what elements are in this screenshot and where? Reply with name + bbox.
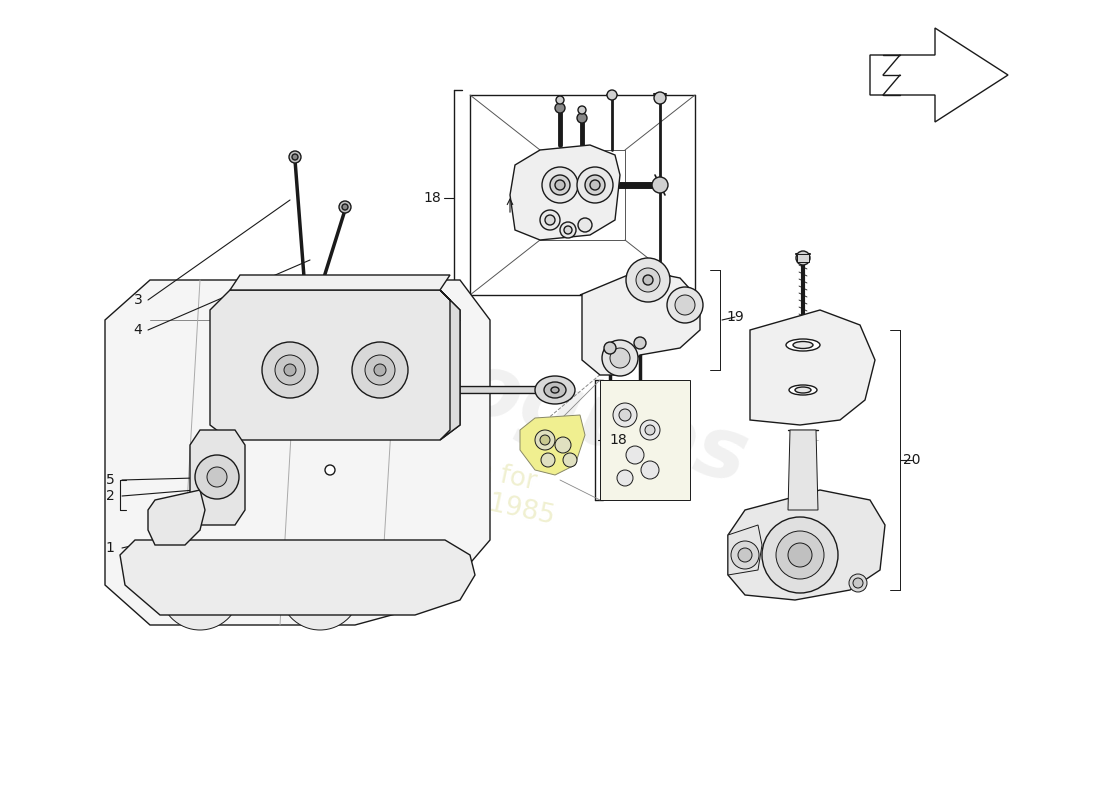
Circle shape	[640, 420, 660, 440]
Polygon shape	[520, 415, 585, 475]
Polygon shape	[788, 430, 818, 510]
Polygon shape	[580, 270, 700, 375]
Circle shape	[275, 355, 305, 385]
Polygon shape	[120, 540, 475, 615]
Circle shape	[342, 204, 348, 210]
Circle shape	[544, 215, 556, 225]
Circle shape	[626, 446, 644, 464]
Circle shape	[207, 467, 227, 487]
Circle shape	[626, 258, 670, 302]
Circle shape	[634, 337, 646, 349]
Circle shape	[652, 177, 668, 193]
Circle shape	[645, 425, 654, 435]
Circle shape	[578, 167, 613, 203]
Circle shape	[610, 348, 630, 368]
Circle shape	[644, 275, 653, 285]
Polygon shape	[600, 380, 690, 500]
Circle shape	[738, 548, 752, 562]
Circle shape	[374, 364, 386, 376]
Circle shape	[585, 175, 605, 195]
Polygon shape	[440, 290, 460, 440]
Circle shape	[160, 550, 240, 630]
Text: 1: 1	[106, 541, 114, 555]
Circle shape	[560, 222, 576, 238]
Circle shape	[849, 574, 867, 592]
Circle shape	[604, 342, 616, 354]
Polygon shape	[104, 280, 490, 625]
Circle shape	[550, 175, 570, 195]
Text: 4: 4	[133, 323, 142, 337]
Text: 2: 2	[106, 489, 114, 503]
Circle shape	[852, 578, 864, 588]
Circle shape	[542, 167, 578, 203]
Circle shape	[641, 461, 659, 479]
Circle shape	[607, 90, 617, 100]
Circle shape	[578, 218, 592, 232]
Circle shape	[540, 210, 560, 230]
Ellipse shape	[551, 387, 559, 393]
Bar	[798, 254, 808, 262]
Polygon shape	[210, 290, 460, 440]
Circle shape	[540, 435, 550, 445]
Circle shape	[556, 437, 571, 453]
Circle shape	[563, 453, 578, 467]
Polygon shape	[510, 145, 620, 240]
Circle shape	[654, 92, 666, 104]
Polygon shape	[148, 490, 205, 545]
Circle shape	[541, 453, 556, 467]
Circle shape	[292, 154, 298, 160]
Circle shape	[324, 465, 336, 475]
Ellipse shape	[789, 385, 817, 395]
Circle shape	[667, 287, 703, 323]
Circle shape	[578, 106, 586, 114]
Text: 18: 18	[609, 433, 627, 447]
Circle shape	[613, 403, 637, 427]
Circle shape	[762, 517, 838, 593]
Circle shape	[289, 151, 301, 163]
Polygon shape	[750, 310, 874, 425]
Circle shape	[262, 342, 318, 398]
Text: 5: 5	[106, 473, 114, 487]
Polygon shape	[190, 430, 245, 525]
Text: a passion for
parts since 1985: a passion for parts since 1985	[337, 430, 563, 530]
Ellipse shape	[544, 382, 566, 398]
Circle shape	[178, 568, 222, 612]
Text: 20: 20	[903, 453, 921, 467]
Circle shape	[280, 550, 360, 630]
Circle shape	[602, 340, 638, 376]
Text: 3: 3	[133, 293, 142, 307]
Ellipse shape	[535, 376, 575, 404]
Polygon shape	[728, 525, 762, 575]
Polygon shape	[728, 490, 886, 600]
Circle shape	[195, 455, 239, 499]
Text: 18: 18	[424, 191, 441, 205]
Circle shape	[556, 180, 565, 190]
Polygon shape	[230, 275, 450, 290]
Circle shape	[535, 430, 556, 450]
Circle shape	[617, 470, 632, 486]
Circle shape	[788, 543, 812, 567]
Ellipse shape	[786, 339, 820, 351]
Circle shape	[776, 531, 824, 579]
Circle shape	[556, 103, 565, 113]
Ellipse shape	[795, 387, 811, 393]
Circle shape	[298, 568, 342, 612]
Circle shape	[590, 180, 600, 190]
Circle shape	[352, 342, 408, 398]
Circle shape	[675, 295, 695, 315]
Circle shape	[284, 364, 296, 376]
Circle shape	[556, 96, 564, 104]
Text: 19: 19	[726, 310, 744, 324]
Circle shape	[619, 409, 631, 421]
Circle shape	[365, 355, 395, 385]
Circle shape	[796, 251, 810, 265]
Circle shape	[564, 226, 572, 234]
Circle shape	[636, 268, 660, 292]
Circle shape	[339, 201, 351, 213]
Ellipse shape	[793, 342, 813, 349]
Text: epc.vogues: epc.vogues	[202, 278, 757, 502]
Circle shape	[578, 113, 587, 123]
Circle shape	[732, 541, 759, 569]
